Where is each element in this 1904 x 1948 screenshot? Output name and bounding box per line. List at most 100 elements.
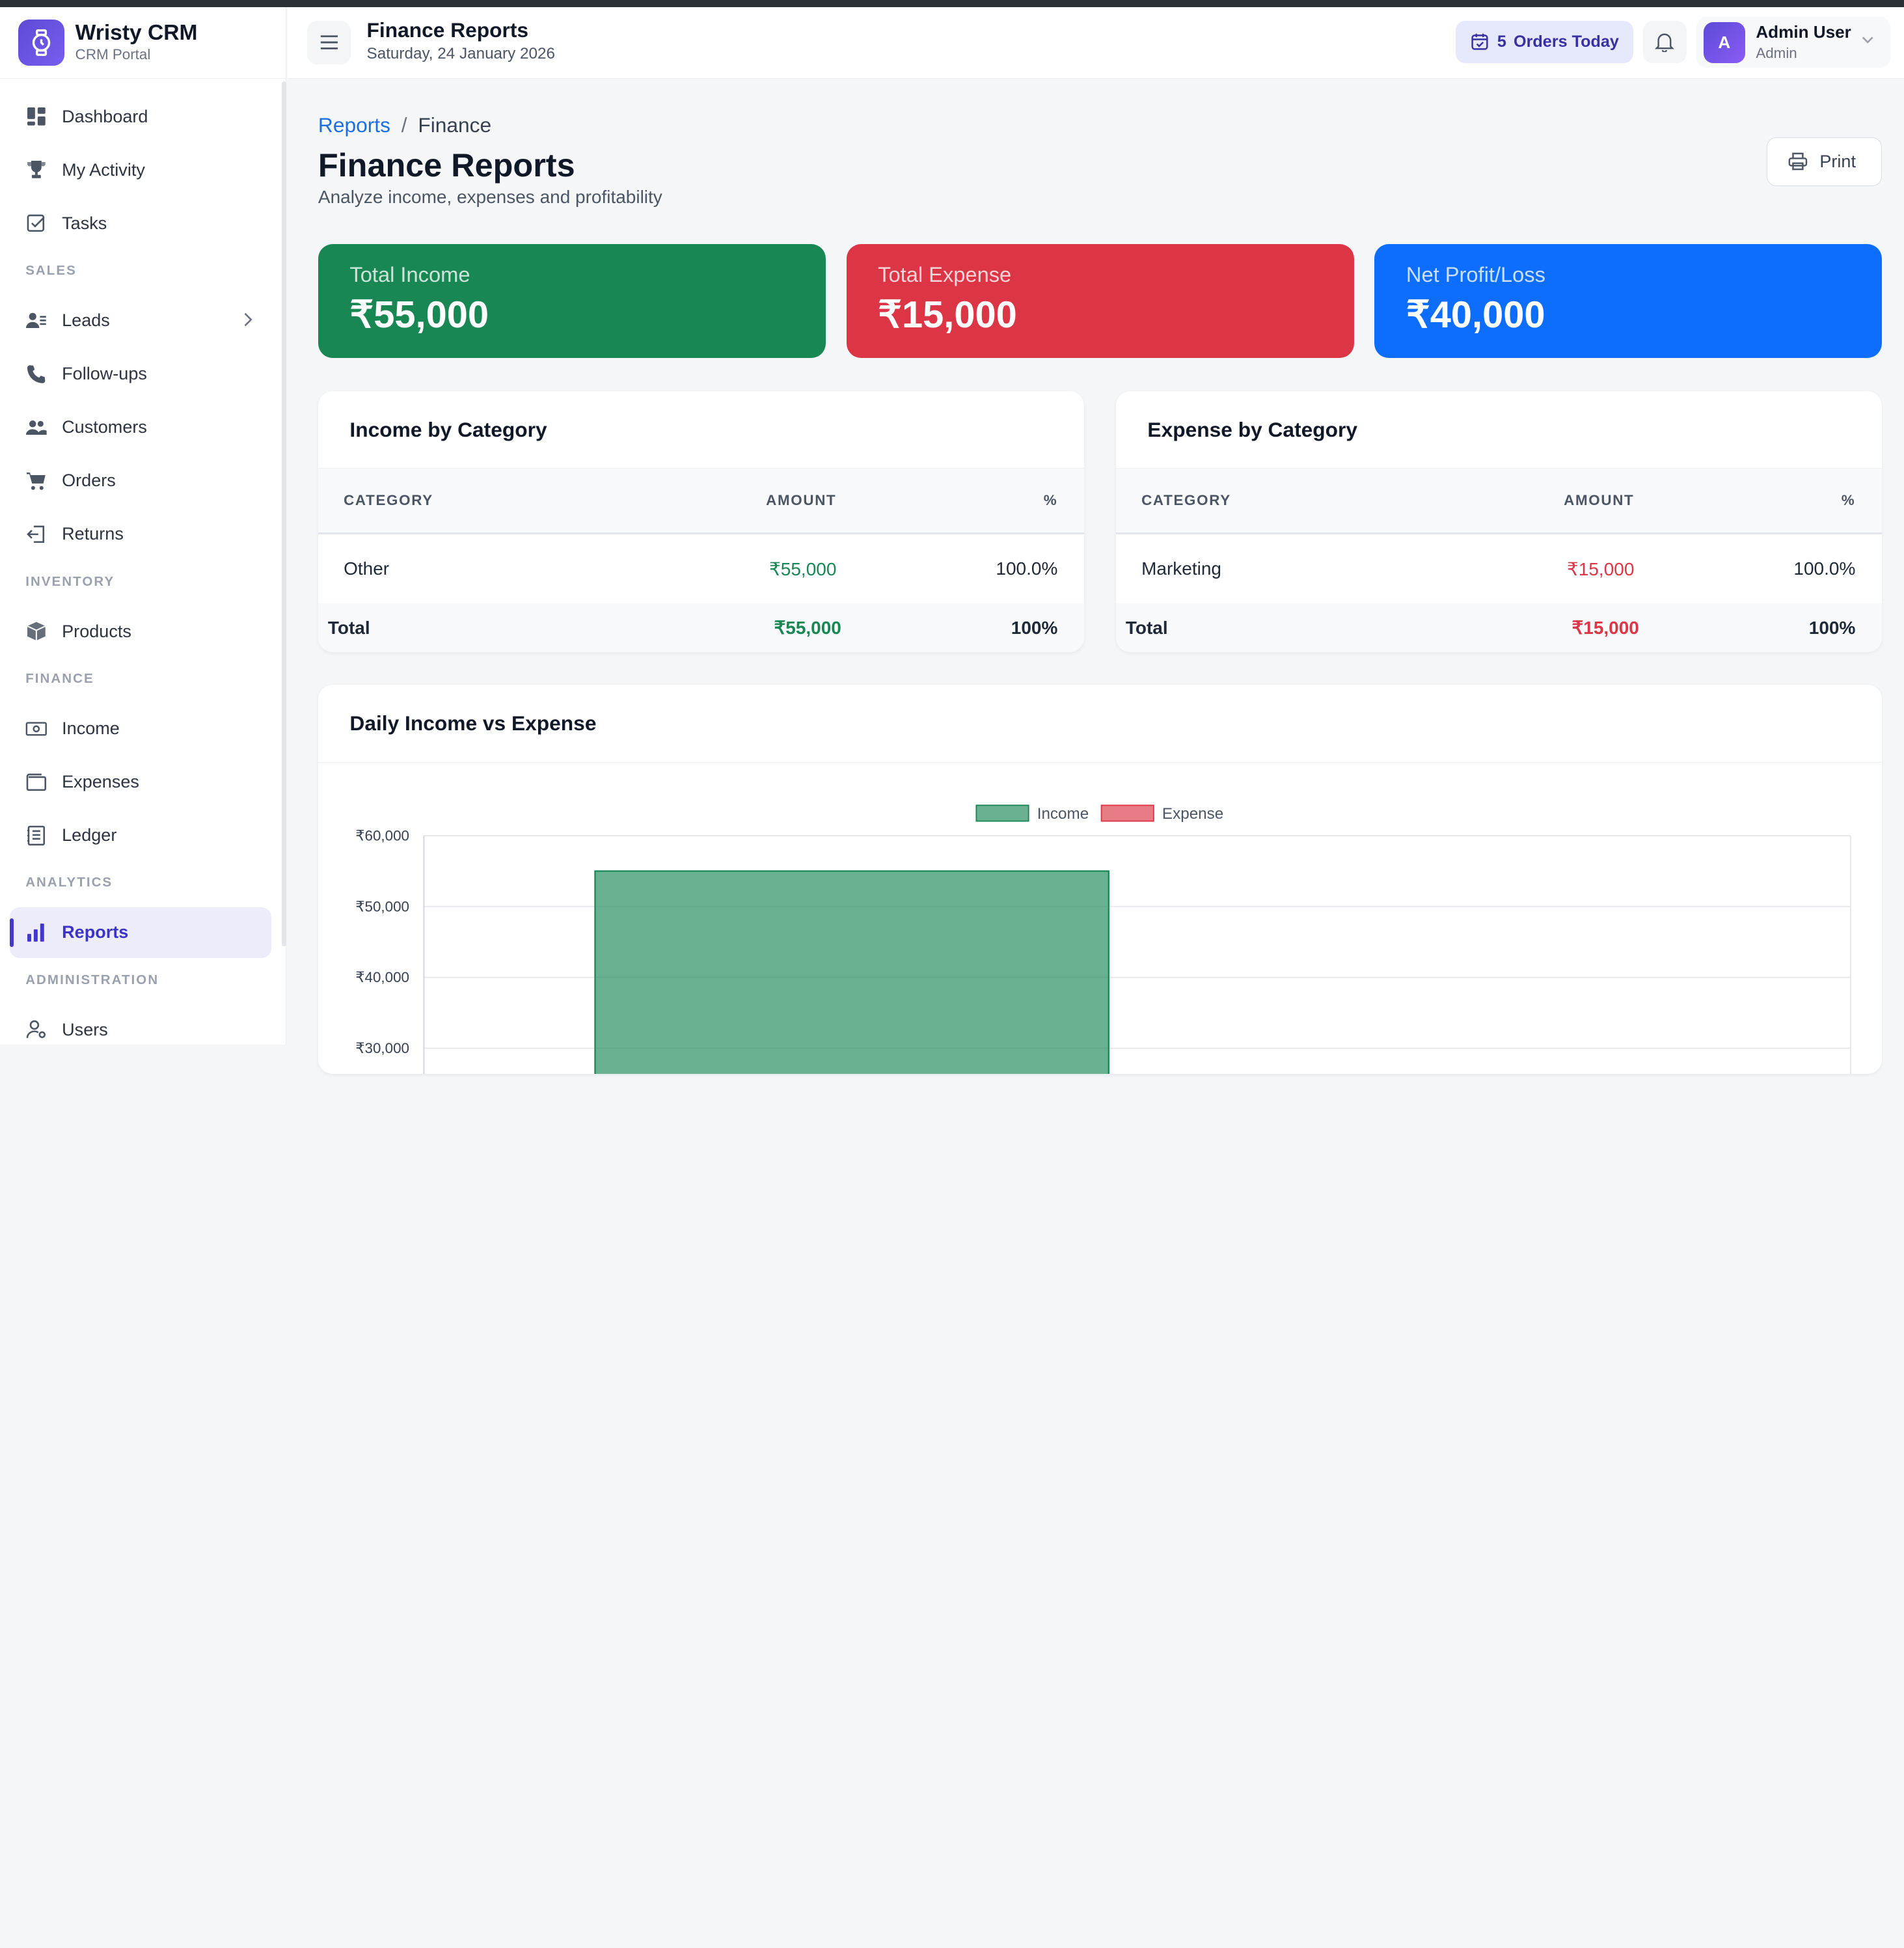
menu-toggle-button[interactable]	[307, 20, 351, 64]
wallet-icon	[25, 771, 48, 793]
expense-total-row: Total ₹15,000 100%	[1115, 603, 1883, 653]
box-icon	[25, 620, 48, 642]
users-icon	[25, 417, 48, 439]
cash-icon	[25, 718, 48, 740]
sidebar-item-tasks[interactable]: Tasks	[10, 198, 271, 249]
y-tick-label: ₹60,000	[355, 827, 409, 844]
sidebar-item-label: Income	[62, 718, 120, 738]
income-row-amount: ₹55,000	[769, 558, 837, 579]
total-income-card: Total Income ₹55,000	[318, 244, 826, 359]
chart-title: Daily Income vs Expense	[318, 685, 1883, 763]
sidebar-item-users[interactable]: Users	[10, 1004, 271, 1055]
user-name: Admin User	[1756, 21, 1851, 42]
sidebar-item-income[interactable]: Income	[10, 703, 271, 754]
sidebar-item-returns[interactable]: Returns	[10, 509, 271, 560]
net-profit-label: Net Profit/Loss	[1406, 262, 1545, 287]
expense-total-percent: 100%	[1639, 603, 1883, 653]
sidebar-item-ledger[interactable]: Ledger	[10, 810, 271, 860]
app-subtitle: CRM Portal	[75, 46, 151, 63]
income-row-percent: 100.0%	[996, 558, 1058, 579]
watch-logo-icon	[18, 20, 64, 66]
sidebar-section-administration: ADMINISTRATION	[25, 972, 159, 987]
page-subtitle: Analyze income, expenses and profitabili…	[318, 187, 662, 208]
breadcrumb-current: Finance	[418, 113, 492, 137]
bar-income	[594, 870, 1109, 1074]
table-row: Marketing ₹15,000 100.0%	[1116, 533, 1882, 603]
avatar: A	[1704, 21, 1745, 63]
print-label: Print	[1819, 151, 1856, 171]
breadcrumb-reports-link[interactable]: Reports	[318, 113, 390, 137]
cart-icon	[25, 470, 48, 492]
sidebar-item-label: My Activity	[62, 159, 145, 180]
y-tick-label: ₹40,000	[355, 969, 409, 985]
sidebar-item-label: Orders	[62, 471, 116, 491]
header-title: Finance Reports	[366, 18, 529, 42]
notifications-button[interactable]	[1642, 20, 1687, 64]
income-total-row: Total ₹55,000 100%	[318, 603, 1085, 653]
sidebar-item-label: Customers	[62, 417, 147, 437]
expense-total-amount: ₹15,000	[1432, 603, 1639, 653]
return-icon	[25, 523, 48, 545]
expense-row-amount: ₹15,000	[1567, 558, 1635, 579]
breadcrumb: Reports / Finance	[318, 113, 491, 137]
sidebar-item-label: Dashboard	[62, 106, 148, 126]
top-header: Finance Reports Saturday, 24 January 202…	[288, 7, 1904, 79]
expense-col-percent[interactable]: %	[1639, 469, 1883, 534]
sidebar-item-label: Ledger	[62, 825, 117, 845]
sidebar-item-orders[interactable]: Orders	[10, 456, 271, 506]
legend-label-income: Income	[1037, 805, 1089, 823]
user-role: Admin	[1756, 45, 1797, 62]
sidebar-item-customers[interactable]: Customers	[10, 402, 271, 453]
hamburger-icon	[320, 35, 338, 50]
income-by-category-card: Income by Category CATEGORY AMOUNT % Oth…	[318, 391, 1085, 653]
sidebar-scrollbar[interactable]	[281, 81, 287, 946]
income-total-percent: 100%	[841, 603, 1085, 653]
expense-col-category[interactable]: CATEGORY	[1115, 469, 1432, 534]
y-tick-label: ₹50,000	[355, 898, 409, 914]
income-col-amount[interactable]: AMOUNT	[634, 469, 841, 534]
total-income-value: ₹55,000	[349, 294, 489, 336]
sidebar: Wristy CRM CRM Portal Dashboard My Activi…	[0, 7, 287, 1045]
income-row-category: Other	[344, 558, 390, 579]
bell-icon	[1655, 33, 1675, 53]
income-total-label: Total	[318, 603, 634, 653]
legend-swatch-income	[975, 804, 1029, 822]
sidebar-section-inventory: INVENTORY	[25, 573, 115, 589]
total-expense-value: ₹15,000	[878, 294, 1017, 336]
sidebar-item-follow-ups[interactable]: Follow-ups	[10, 348, 271, 399]
sidebar-item-products[interactable]: Products	[10, 606, 271, 657]
brand[interactable]: Wristy CRM CRM Portal	[0, 7, 286, 79]
print-button[interactable]: Print	[1767, 137, 1883, 186]
sidebar-item-label: Expenses	[62, 772, 139, 792]
sidebar-item-reports[interactable]: Reports	[9, 907, 271, 959]
sidebar-section-finance: FINANCE	[25, 670, 94, 686]
income-table-title: Income by Category	[318, 391, 1085, 469]
sidebar-item-expenses[interactable]: Expenses	[10, 756, 271, 807]
bar-chart-icon	[25, 922, 48, 944]
income-col-category[interactable]: CATEGORY	[318, 469, 634, 534]
sidebar-item-label: Returns	[62, 524, 124, 544]
breadcrumb-separator: /	[401, 113, 407, 137]
daily-chart: Income Expense ₹60,000 ₹50,000 ₹40,000 ₹30,00…	[355, 804, 1851, 1074]
total-income-label: Total Income	[349, 262, 470, 287]
income-col-percent[interactable]: %	[841, 469, 1085, 534]
sidebar-item-label: Products	[62, 621, 131, 641]
expense-table-title: Expense by Category	[1115, 391, 1883, 469]
leads-icon	[25, 310, 48, 332]
total-expense-card: Total Expense ₹15,000	[846, 244, 1354, 359]
sidebar-section-sales: SALES	[25, 263, 77, 279]
dashboard-icon	[25, 105, 48, 128]
net-profit-value: ₹40,000	[1406, 294, 1545, 336]
sidebar-item-leads[interactable]: Leads	[10, 295, 271, 346]
expense-by-category-card: Expense by Category CATEGORY AMOUNT % Ma…	[1115, 391, 1883, 653]
expense-col-amount[interactable]: AMOUNT	[1432, 469, 1639, 534]
y-tick-label: ₹30,000	[355, 1040, 409, 1056]
table-row: Other ₹55,000 100.0%	[318, 533, 1084, 603]
trophy-icon	[25, 159, 48, 181]
orders-today-button[interactable]: 5 Orders Today	[1456, 20, 1633, 64]
sidebar-item-dashboard[interactable]: Dashboard	[10, 91, 271, 142]
sidebar-item-my-activity[interactable]: My Activity	[10, 144, 271, 195]
net-profit-card: Net Profit/Loss ₹40,000	[1374, 244, 1883, 359]
checkbox-icon	[25, 213, 48, 235]
user-menu[interactable]: A Admin User Admin	[1696, 17, 1891, 68]
